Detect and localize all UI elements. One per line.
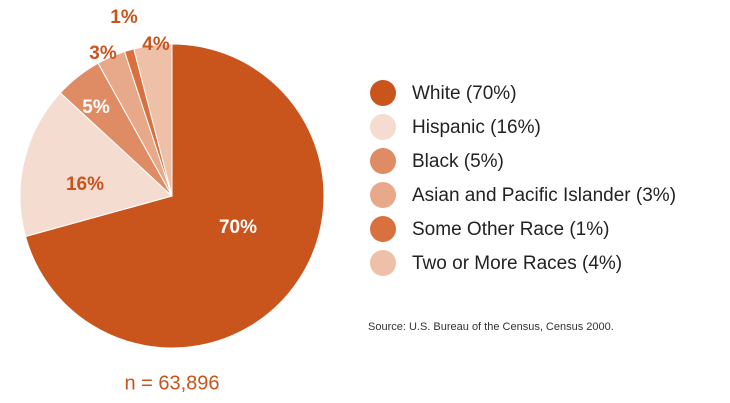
pie-slice [19, 92, 173, 238]
slice-label: 1% [110, 7, 138, 28]
legend-label: Black (5%) [412, 151, 504, 172]
sample-size: n = 63,896 [124, 372, 219, 394]
legend-label: White (70%) [412, 83, 517, 104]
pie-slice [24, 43, 325, 349]
legend-swatch [370, 148, 396, 174]
legend-label: Two or More Races (4%) [412, 253, 622, 274]
slice-label: 3% [89, 43, 117, 64]
source: Source: U.S. Bureau of the Census, Censu… [368, 321, 614, 333]
legend-swatch [370, 182, 396, 208]
slice-label: 16% [66, 174, 104, 195]
slice-label: 4% [142, 34, 170, 55]
legend-swatch [370, 216, 396, 242]
legend-swatch [370, 250, 396, 276]
legend-swatch [370, 80, 396, 106]
legend-label: Asian and Pacific Islander (3%) [412, 185, 676, 206]
slice-label: 70% [219, 217, 257, 238]
legend-swatch [370, 114, 396, 140]
slice-label: 5% [82, 97, 110, 118]
legend-label: Some Other Race (1%) [412, 219, 609, 240]
pie-slice [133, 43, 173, 197]
legend-label: Hispanic (16%) [412, 117, 541, 138]
